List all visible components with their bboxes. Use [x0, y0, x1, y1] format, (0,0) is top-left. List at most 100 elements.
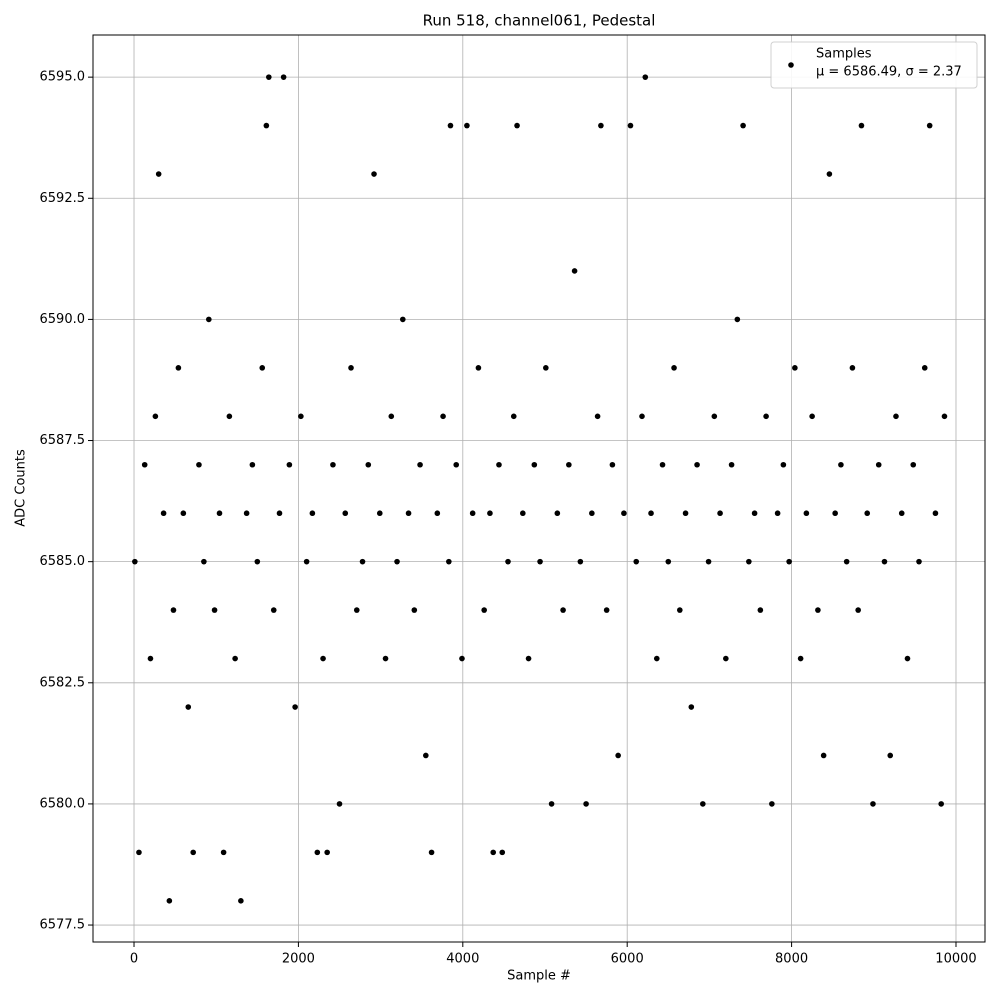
point: [180, 510, 187, 517]
point: [371, 171, 377, 177]
point: [238, 898, 244, 904]
point: [537, 558, 543, 565]
y-tick-label: 6592.5: [40, 191, 86, 206]
point: [514, 122, 520, 129]
point: [280, 74, 287, 80]
point: [505, 558, 511, 565]
x-tick-label: 8000: [775, 952, 808, 967]
point: [746, 558, 752, 565]
point: [621, 510, 627, 517]
point: [487, 510, 493, 517]
point: [417, 461, 423, 468]
point: [475, 365, 482, 371]
point: [665, 558, 672, 565]
point: [276, 510, 283, 517]
point: [464, 122, 470, 129]
point: [543, 365, 549, 371]
point: [682, 510, 689, 517]
point: [615, 752, 621, 759]
point: [786, 558, 792, 565]
point: [659, 461, 666, 468]
point: [428, 849, 435, 856]
point: [598, 122, 604, 129]
point: [603, 607, 610, 613]
legend-box: [770, 41, 978, 89]
x-tick-label: 2000: [282, 952, 315, 967]
point: [838, 461, 844, 468]
point: [453, 461, 460, 468]
point: [423, 752, 429, 759]
point: [797, 655, 804, 662]
point: [583, 801, 589, 807]
point: [723, 655, 729, 662]
point: [554, 510, 561, 517]
point: [849, 365, 856, 371]
point: [639, 413, 645, 420]
point: [132, 558, 138, 565]
point: [734, 316, 741, 323]
point: [843, 558, 850, 565]
point: [175, 365, 182, 371]
point: [211, 607, 218, 613]
y-tick-label: 6587.5: [40, 433, 86, 448]
point: [677, 607, 683, 613]
point: [717, 510, 723, 517]
point: [728, 461, 735, 468]
point: [571, 268, 578, 274]
point: [298, 413, 304, 420]
point: [388, 413, 395, 420]
point: [642, 74, 649, 80]
point: [481, 607, 487, 613]
point: [190, 849, 196, 856]
point: [309, 510, 316, 517]
point: [376, 510, 383, 517]
point: [266, 74, 272, 80]
point: [170, 607, 177, 613]
y-tick-label: 6582.5: [40, 675, 86, 690]
point: [166, 898, 173, 904]
point: [870, 801, 876, 807]
point: [440, 413, 446, 420]
point: [152, 413, 159, 420]
point: [566, 461, 572, 468]
point: [633, 558, 640, 565]
point: [855, 607, 861, 613]
point: [594, 413, 601, 420]
point: [711, 413, 718, 420]
point: [832, 510, 838, 517]
point: [938, 801, 944, 807]
legend-marker: [788, 62, 794, 68]
point: [531, 461, 538, 468]
point: [774, 510, 781, 517]
point: [881, 558, 888, 565]
point: [820, 752, 827, 759]
point: [694, 461, 700, 468]
point: [926, 122, 933, 129]
point: [303, 558, 310, 565]
point: [320, 655, 326, 662]
point: [330, 461, 336, 468]
point: [525, 655, 532, 662]
point: [469, 510, 476, 517]
plot-frame: [92, 34, 986, 943]
x-axis-label: Sample #: [507, 969, 571, 984]
x-tick-label: 6000: [611, 952, 644, 967]
point: [147, 655, 154, 662]
point: [411, 607, 418, 613]
point: [196, 461, 202, 468]
point: [653, 655, 660, 662]
point: [382, 655, 389, 662]
point: [136, 849, 142, 856]
point: [226, 413, 233, 420]
point: [548, 801, 555, 807]
point: [446, 558, 452, 565]
point: [809, 413, 815, 420]
point: [216, 510, 223, 517]
point: [688, 704, 695, 710]
point: [249, 461, 256, 468]
point: [910, 461, 917, 468]
point: [803, 510, 810, 517]
point: [342, 510, 349, 517]
point: [740, 122, 746, 129]
